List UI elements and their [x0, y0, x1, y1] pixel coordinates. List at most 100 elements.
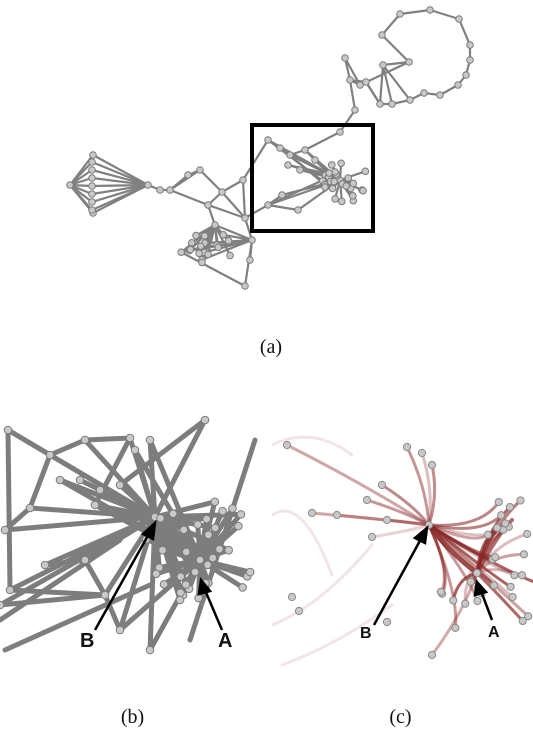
edge [2, 505, 33, 533]
edge [152, 514, 183, 603]
edge [310, 511, 431, 527]
edge [428, 8, 461, 21]
node [88, 182, 96, 190]
edge [426, 522, 480, 576]
edge [187, 437, 258, 643]
edge [243, 203, 270, 220]
node [396, 10, 404, 18]
node [382, 515, 392, 525]
node [426, 6, 434, 14]
node [158, 545, 167, 555]
edge [132, 447, 203, 563]
edge [91, 153, 150, 187]
node [145, 435, 155, 445]
edge [180, 251, 247, 288]
node [45, 450, 55, 460]
node [524, 612, 533, 621]
node [95, 485, 105, 495]
node [168, 509, 178, 518]
node [406, 96, 414, 104]
node [462, 71, 470, 79]
node [483, 530, 493, 539]
edge [220, 190, 247, 220]
node [517, 571, 527, 580]
node [196, 242, 205, 250]
node [420, 89, 428, 97]
node [346, 76, 354, 84]
node [402, 442, 412, 452]
edge [365, 498, 431, 527]
node [307, 508, 317, 518]
caption-c: (c) [389, 706, 412, 728]
node [301, 146, 309, 154]
node [382, 617, 392, 627]
node [236, 510, 246, 519]
node [287, 592, 297, 602]
node [0, 525, 10, 535]
node [228, 504, 237, 513]
edge [168, 188, 210, 207]
node [224, 236, 233, 245]
node [489, 581, 499, 590]
edge [132, 447, 158, 520]
node [156, 186, 164, 194]
node [519, 550, 529, 559]
node [3, 425, 13, 435]
zoom-red-nodes [282, 440, 533, 660]
edge [380, 483, 431, 527]
edge [168, 168, 202, 192]
edge [90, 176, 150, 187]
node [367, 532, 377, 542]
zoom-highlight-box [250, 123, 375, 233]
node [198, 258, 206, 267]
node [144, 181, 152, 189]
node [175, 595, 185, 605]
node [356, 81, 364, 89]
node [241, 214, 249, 222]
node [156, 513, 165, 523]
node [349, 179, 358, 188]
node [461, 599, 470, 608]
edge [222, 233, 254, 242]
node [451, 623, 460, 632]
edge [338, 108, 357, 134]
node [195, 249, 203, 258]
edge [398, 8, 432, 16]
caption-b: (b) [120, 706, 145, 728]
node [166, 186, 174, 194]
edge [378, 63, 385, 106]
node [115, 480, 125, 490]
node [90, 500, 100, 510]
node [5, 585, 15, 595]
edge [220, 178, 245, 194]
edge [348, 78, 357, 112]
node [88, 190, 96, 198]
node [286, 151, 294, 159]
edge [82, 557, 108, 598]
node [342, 182, 350, 190]
edge [47, 437, 88, 458]
node [248, 236, 256, 244]
caption-a: (a) [259, 336, 283, 358]
node [204, 530, 213, 540]
node [239, 176, 247, 184]
zoom-red-panel: B A [272, 435, 533, 667]
arrow-b-c [372, 524, 429, 626]
edge [427, 523, 505, 537]
node [55, 475, 65, 485]
node [379, 61, 387, 69]
node [332, 510, 342, 520]
network-overview [66, 6, 474, 290]
node [336, 128, 344, 136]
edge [241, 178, 247, 220]
node [115, 625, 125, 635]
edge [82, 435, 133, 443]
edge [381, 63, 412, 102]
node [186, 245, 195, 254]
node [238, 583, 247, 592]
edge [27, 452, 53, 511]
node [218, 506, 227, 516]
node [508, 592, 517, 602]
edge [381, 60, 411, 67]
label-b: B [80, 630, 94, 652]
